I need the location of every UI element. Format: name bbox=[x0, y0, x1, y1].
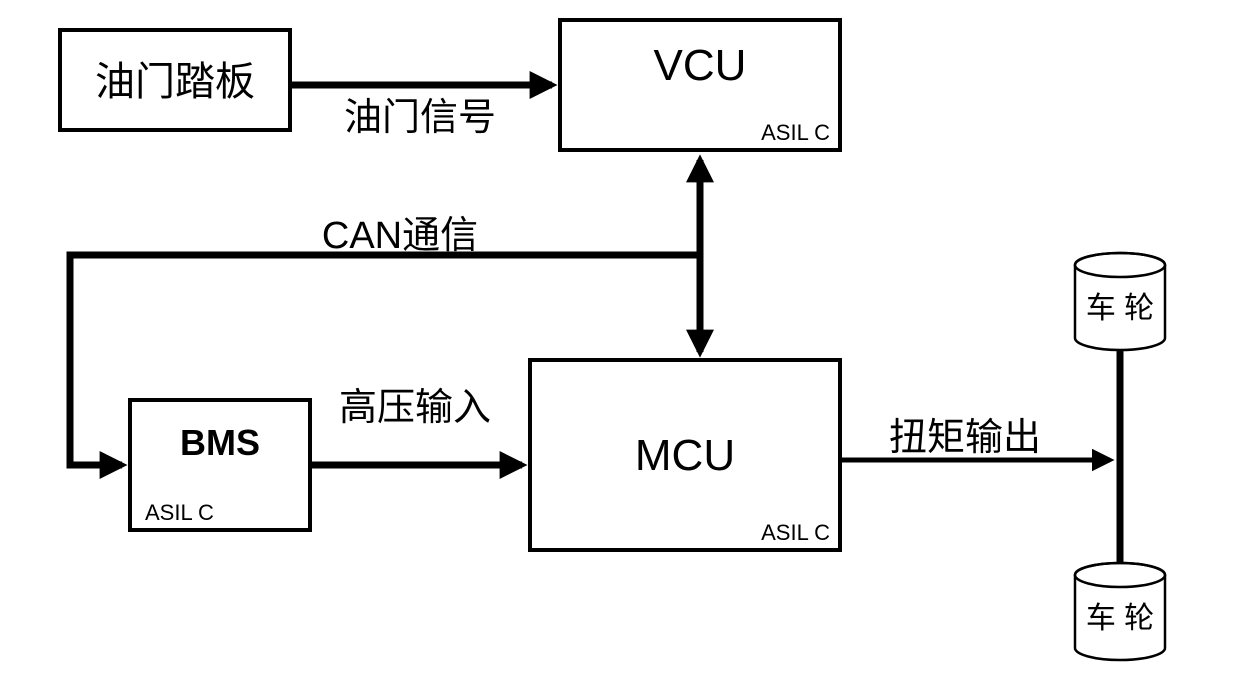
vcu-sublabel: ASIL C bbox=[761, 120, 830, 145]
mcu-sublabel: ASIL C bbox=[761, 520, 830, 545]
edge-mcu-wheels-label: 扭矩输出 bbox=[889, 417, 1041, 459]
wheel-top-node: 车 轮 bbox=[1075, 253, 1165, 350]
edge-pedal-vcu-label: 油门信号 bbox=[344, 97, 496, 139]
wheel-top-label: 车 轮 bbox=[1086, 292, 1154, 325]
mcu-label: MCU bbox=[635, 431, 735, 480]
bms-sublabel: ASIL C bbox=[145, 500, 214, 525]
edge-can-label: CAN通信 bbox=[322, 215, 478, 257]
edge-bms-mcu-label: 高压输入 bbox=[339, 387, 491, 429]
bms-label: BMS bbox=[180, 422, 260, 463]
vcu-node: VCU ASIL C bbox=[560, 20, 840, 150]
system-diagram: 油门踏板 VCU ASIL C BMS ASIL C MCU ASIL C 油门… bbox=[0, 0, 1240, 700]
pedal-label: 油门踏板 bbox=[95, 60, 255, 104]
pedal-node: 油门踏板 bbox=[60, 30, 290, 130]
bms-node: BMS ASIL C bbox=[130, 400, 310, 530]
mcu-node: MCU ASIL C bbox=[530, 360, 840, 550]
wheel-bottom-label: 车 轮 bbox=[1086, 602, 1154, 635]
wheel-bottom-node: 车 轮 bbox=[1075, 563, 1165, 660]
vcu-label: VCU bbox=[654, 41, 747, 90]
